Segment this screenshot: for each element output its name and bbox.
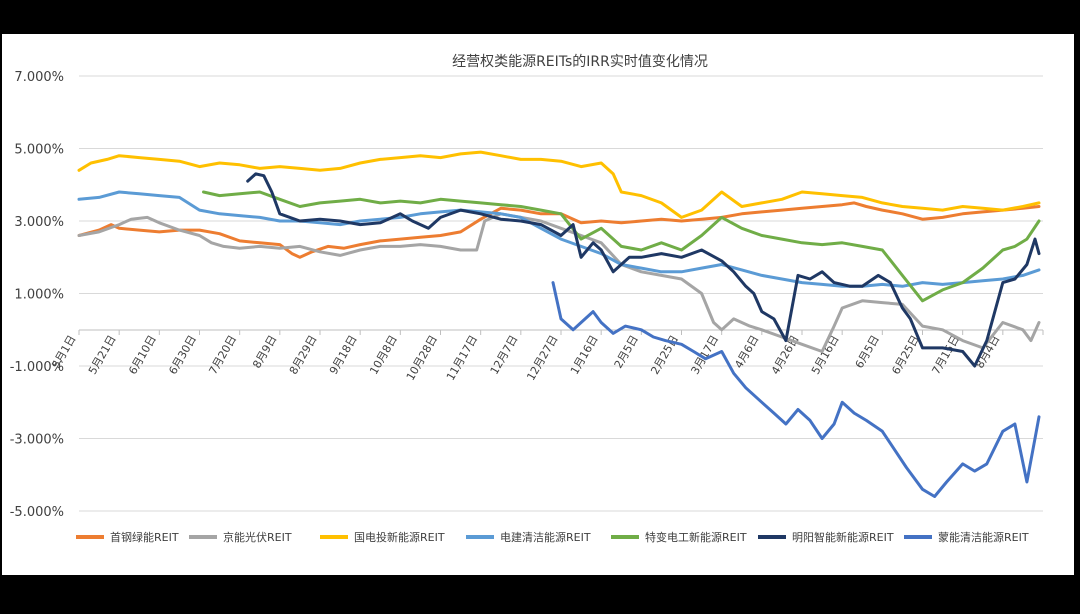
legend: 首钢绿能REIT 京能光伏REIT 国电投新能源REIT 电建清洁能源REIT 特变电工… xyxy=(76,530,1029,544)
series-lines xyxy=(77,150,1041,498)
chart-title: 经营权类能源REITs的IRR实时值变化情况 xyxy=(452,54,708,70)
y-axis: 7.000% 5.000% 3.000% 1.000% -1.000% -3.000% -5… xyxy=(10,70,64,520)
y-tick-label: 1.000% xyxy=(14,288,64,303)
gridlines xyxy=(79,75,1043,512)
y-tick-label: 3.000% xyxy=(14,215,64,230)
series-line xyxy=(551,281,1041,498)
y-tick-label: -5.000% xyxy=(10,505,64,520)
series-line xyxy=(77,150,1041,219)
y-tick-label: -1.000% xyxy=(10,360,64,375)
legend-label: 国电投新能源REIT xyxy=(354,530,445,544)
y-tick-label: 7.000% xyxy=(14,70,64,85)
series-line xyxy=(77,212,1041,353)
legend-label: 特变电工新能源REIT xyxy=(645,530,747,544)
series-line xyxy=(77,190,1041,288)
legend-label: 明阳智能新能源REIT xyxy=(792,530,894,544)
legend-label: 首钢绿能REIT xyxy=(110,530,179,544)
y-tick-label: 5.000% xyxy=(14,143,64,158)
legend-label: 蒙能清洁能源REIT xyxy=(938,530,1029,544)
chart-background xyxy=(2,34,1074,575)
legend-label: 电建清洁能源REIT xyxy=(500,530,591,544)
legend-label: 京能光伏REIT xyxy=(223,530,292,544)
series-line xyxy=(246,172,1041,368)
series-line xyxy=(77,201,1041,259)
series-line xyxy=(202,190,1041,303)
y-tick-label: -3.000% xyxy=(10,433,64,448)
